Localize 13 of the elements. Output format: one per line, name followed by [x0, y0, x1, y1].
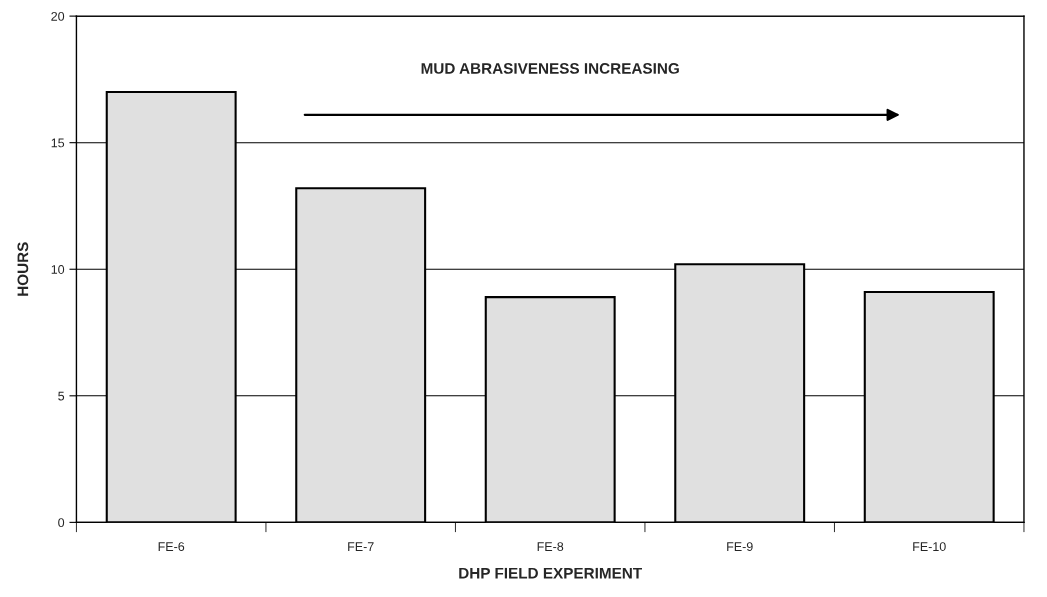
x-axis-title: DHP FIELD EXPERIMENT [459, 567, 642, 579]
y-tick-label: 15 [51, 138, 65, 148]
x-tick-label: FE-10 [913, 542, 946, 551]
y-axis-title: HOURS [17, 242, 29, 296]
x-tick-label: FE-7 [348, 542, 374, 551]
x-tick-label: FE-6 [158, 542, 185, 551]
y-tick-label: 20 [51, 11, 65, 21]
annotation: MUD ABRASIVENESS INCREASING [421, 63, 679, 74]
x-tick-label: FE-8 [537, 542, 564, 551]
x-tick-label: FE-9 [727, 542, 753, 551]
y-tick-label: 5 [58, 391, 65, 401]
y-tick-label: 0 [58, 518, 65, 528]
y-tick-label: 10 [51, 265, 65, 274]
